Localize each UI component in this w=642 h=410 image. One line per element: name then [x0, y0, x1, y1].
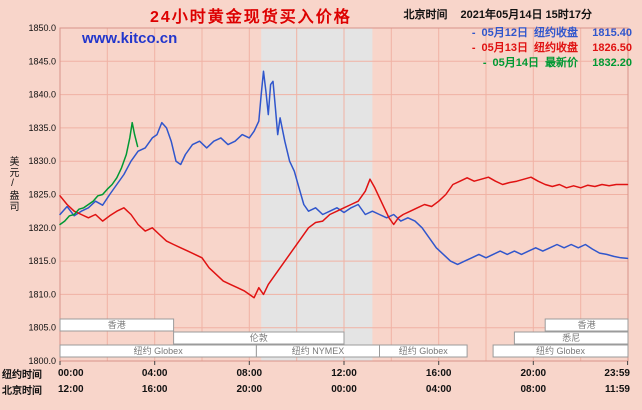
market-session-box [544, 318, 629, 332]
market-session-box [173, 331, 345, 345]
x-axis-tick-label: 23:59 [604, 368, 630, 379]
x-axis-tick-label: 08:00 [521, 384, 547, 395]
y-axis-tick-label: 1820.0 [28, 223, 56, 233]
page-title: 24小时黄金现货买入价格 [150, 9, 352, 26]
legend: - 05月12日 纽约收盘 1815.40 - 05月13日 纽约收盘 1826… [472, 26, 632, 71]
market-session-box [59, 318, 175, 332]
y-axis-tick-label: 1800.0 [28, 356, 56, 366]
x-axis-tick-label: 04:00 [426, 384, 452, 395]
market-session-label: 香港 [108, 319, 126, 330]
legend-date: 05月14日 [492, 57, 539, 69]
y-axis-unit-label: 美元/盎司 [7, 156, 18, 212]
market-session-label: 纽约 Globex [536, 345, 586, 356]
x-axis-tick-label: 08:00 [237, 368, 263, 379]
y-axis-tick-label: 1810.0 [28, 289, 56, 299]
y-axis-tick-label: 1835.0 [28, 123, 56, 133]
price-line-0 [59, 70, 629, 266]
legend-value: 1815.40 [592, 27, 632, 39]
legend-line-sample: - [471, 42, 476, 54]
legend-date: 05月13日 [481, 42, 528, 54]
y-axis-tick-label: 1850.0 [28, 23, 56, 33]
y-axis-tick-label: 1825.0 [28, 190, 56, 200]
x-axis-tick-label: 20:00 [521, 368, 547, 379]
x-axis-tick-label: 00:00 [58, 368, 84, 379]
price-line-1 [59, 176, 629, 299]
x-axis-tick-label: 16:00 [142, 384, 168, 395]
clock-label: 北京时间 [403, 9, 448, 21]
market-session-label: 悉尼 [562, 332, 580, 343]
market-session-box [513, 331, 629, 345]
x-axis-tick-label: 16:00 [426, 368, 452, 379]
x-axis-tick-label: 20:00 [237, 384, 263, 395]
y-axis-tick-label: 1845.0 [28, 56, 56, 66]
legend-value: 1832.20 [592, 57, 632, 69]
x-axis-tick-label: 11:59 [605, 384, 630, 395]
legend-date: 05月12日 [481, 27, 528, 39]
y-axis-tick-label: 1840.0 [28, 90, 56, 100]
legend-line-sample: - [471, 27, 476, 39]
kitco-watermark-link[interactable]: www.kitco.cn [82, 30, 178, 47]
market-session-label: 纽约 Globex [134, 345, 184, 356]
legend-type: 纽约收盘 [534, 27, 578, 39]
x-axis-caption-newyork: 纽约时间 [2, 370, 42, 381]
market-session-box [492, 344, 629, 358]
market-session-label: 香港 [578, 319, 596, 330]
x-axis-tick-label: 04:00 [142, 368, 168, 379]
x-axis-tick-label: 12:00 [58, 384, 84, 395]
y-axis-tick-label: 1815.0 [28, 256, 56, 266]
y-axis-tick-label: 1830.0 [28, 156, 56, 166]
x-axis-tick-label: 12:00 [331, 368, 357, 379]
market-session-label: 伦敦 [250, 332, 268, 343]
legend-value: 1826.50 [592, 42, 632, 54]
legend-item-may13: - 05月13日 纽约收盘 1826.50 [472, 41, 632, 56]
market-session-label: 纽约 NYMEX [292, 345, 345, 356]
market-session-label: 纽约 Globex [399, 345, 449, 356]
legend-line-sample: - [482, 57, 487, 69]
price-line-2 [59, 121, 139, 226]
legend-type: 最新价 [545, 57, 578, 69]
y-axis-tick-label: 1805.0 [28, 323, 56, 333]
x-axis-tick-label: 00:00 [331, 384, 357, 395]
market-session-box [379, 344, 468, 358]
beijing-clock: 北京时间 2021年05月14日 15时17分 [403, 6, 592, 22]
clock-value: 2021年05月14日 15时17分 [460, 9, 592, 21]
legend-type: 纽约收盘 [534, 42, 578, 54]
x-axis-caption-beijing: 北京时间 [2, 386, 42, 397]
legend-item-may14: - 05月14日 最新价 1832.20 [472, 56, 632, 71]
legend-item-may12: - 05月12日 纽约收盘 1815.40 [472, 26, 632, 41]
